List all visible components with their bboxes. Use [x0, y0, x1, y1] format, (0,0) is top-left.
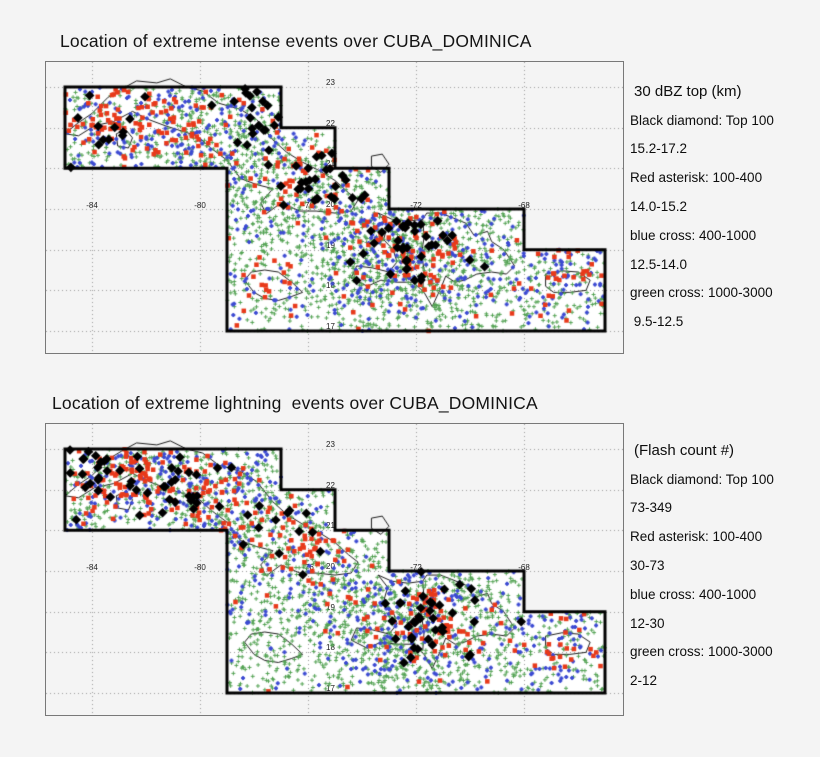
- legend-item-label: Red asterisk: 100-400: [630, 170, 763, 186]
- legend-item-range: 12.5-14.0: [630, 256, 688, 272]
- map-frame-lightning: 23222120191817-84-80-76-72-68: [45, 423, 624, 716]
- legend-item-range: 73-349: [630, 500, 673, 516]
- legend-item-label: blue cross: 400-1000: [630, 586, 757, 602]
- legend-title: (Flash count #): [634, 441, 735, 459]
- legend-lightning: (Flash count #) Black diamond: Top 100 7…: [630, 436, 818, 695]
- legend-intense: 30 dBZ top (km) Black diamond: Top 100 1…: [630, 77, 818, 336]
- panel-title-lightning: Location of extreme lightning events ove…: [52, 393, 538, 413]
- legend-item-range: 30-73: [630, 558, 665, 574]
- legend-item-label: Red asterisk: 100-400: [630, 529, 763, 545]
- legend-item-label: green cross: 1000-3000: [630, 644, 773, 660]
- panel-title-intense: Location of extreme intense events over …: [60, 31, 532, 51]
- map-frame-intense: 23222120191817-84-80-76-72-68: [45, 61, 624, 354]
- map-scatter-canvas-intense: [46, 62, 623, 353]
- map-scatter-canvas-lightning: [46, 424, 623, 715]
- legend-item-label: Black diamond: Top 100: [630, 112, 774, 128]
- legend-item-label: green cross: 1000-3000: [630, 285, 773, 301]
- legend-item-label: blue cross: 400-1000: [630, 227, 757, 243]
- legend-item-label: Black diamond: Top 100: [630, 471, 774, 487]
- legend-title: 30 dBZ top (km): [634, 82, 742, 100]
- legend-item-range: 14.0-15.2: [630, 199, 688, 215]
- legend-item-range: 2-12: [630, 673, 658, 689]
- legend-item-range: 12-30: [630, 615, 665, 631]
- legend-item-range: 15.2-17.2: [630, 141, 688, 157]
- legend-item-range: 9.5-12.5: [630, 314, 684, 330]
